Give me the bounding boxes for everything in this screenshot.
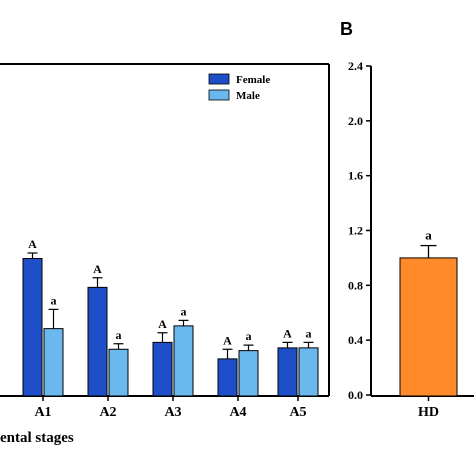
bar-male-a4 bbox=[238, 350, 259, 397]
bar-female-a5 bbox=[277, 347, 298, 397]
x-tick-label-a3: A3 bbox=[164, 405, 181, 420]
y-tick-label-2.4: 2.4 bbox=[348, 59, 363, 73]
panel-b-letter: B bbox=[340, 19, 353, 39]
bar-female-a1 bbox=[22, 258, 43, 397]
y-tick-label-1.6: 1.6 bbox=[348, 169, 363, 183]
legend-label-male: Male bbox=[236, 90, 260, 102]
bar-male-a2 bbox=[108, 348, 129, 397]
bar-female-a2 bbox=[87, 286, 108, 397]
significance-letter-male-a4: a bbox=[246, 329, 252, 343]
significance-letter-hd: a bbox=[425, 228, 432, 243]
x-tick-label-hd: HD bbox=[418, 405, 439, 420]
bar-hd bbox=[399, 257, 458, 397]
legend-swatch-female bbox=[208, 73, 230, 85]
legend-swatch-male bbox=[208, 89, 230, 101]
bar-male-a1 bbox=[43, 328, 64, 397]
y-tick-label-2.0: 2.0 bbox=[348, 114, 363, 128]
y-tick-label-1.2: 1.2 bbox=[348, 224, 363, 238]
significance-letter-female-a5: A bbox=[283, 326, 292, 340]
x-tick-label-a1: A1 bbox=[34, 405, 51, 420]
significance-letter-male-a3: a bbox=[181, 304, 187, 318]
legend: Female Male bbox=[208, 73, 270, 102]
panel-b: B 0.0 0.4 0.8 1.2 1.6 2.0 2.4 a HD bbox=[340, 19, 474, 420]
significance-letter-male-a2: a bbox=[116, 328, 122, 342]
x-tick-label-a4: A4 bbox=[229, 405, 246, 420]
bar-female-a3 bbox=[152, 341, 173, 397]
panel-a-x-axis-label: ental stages bbox=[0, 430, 74, 446]
significance-letter-female-a1: A bbox=[28, 237, 37, 251]
significance-letter-female-a4: A bbox=[223, 333, 232, 347]
bar-male-a5 bbox=[298, 347, 319, 397]
significance-letter-male-a1: a bbox=[51, 293, 57, 307]
significance-letter-female-a2: A bbox=[93, 262, 102, 276]
x-tick-label-a2: A2 bbox=[99, 405, 116, 420]
y-tick-label-0.8: 0.8 bbox=[348, 278, 363, 292]
panel-a: A1 Aa A2 Aa A3 Aa A4 A a A5 A a Female Male ental s… bbox=[0, 63, 330, 446]
bar-female-a4 bbox=[217, 358, 238, 397]
y-tick-label-0.0: 0.0 bbox=[348, 388, 363, 402]
y-tick-label-0.4: 0.4 bbox=[348, 333, 363, 347]
significance-letter-male-a5: a bbox=[306, 326, 312, 340]
bar-male-a3 bbox=[173, 325, 194, 397]
x-tick-label-a5: A5 bbox=[289, 405, 306, 420]
legend-label-female: Female bbox=[236, 74, 270, 86]
significance-letter-female-a3: A bbox=[158, 317, 167, 331]
